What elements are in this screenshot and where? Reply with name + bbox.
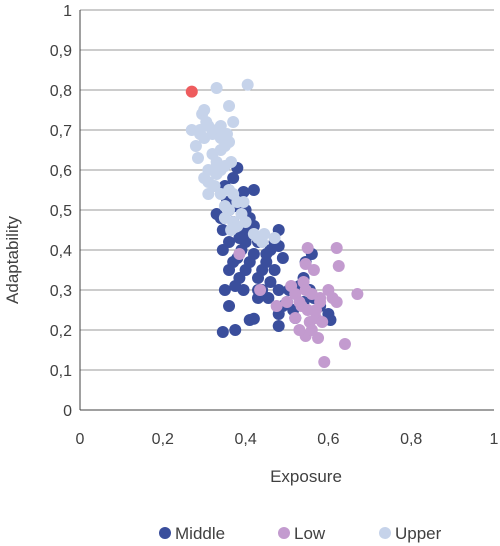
x-tick-label: 0,4 — [234, 431, 256, 448]
point-middle — [227, 172, 240, 184]
highlighted-point — [185, 85, 198, 98]
legend: Middle Low Upper — [159, 524, 442, 543]
x-tick-label: 0,6 — [317, 431, 339, 448]
point-middle — [264, 276, 277, 288]
point-low — [233, 248, 246, 260]
point-middle — [237, 284, 250, 296]
legend-label-middle: Middle — [175, 524, 225, 543]
x-axis-title: Exposure — [270, 467, 342, 486]
point-low — [330, 296, 343, 308]
point-upper — [210, 156, 223, 168]
point-upper — [237, 196, 250, 208]
y-tick-label: 0,5 — [50, 203, 72, 220]
point-middle — [272, 320, 285, 332]
y-tick-label: 0,9 — [50, 43, 72, 60]
point-low — [293, 324, 306, 336]
point-upper — [194, 128, 207, 140]
point-low — [254, 284, 267, 296]
point-middle — [272, 284, 285, 296]
point-low — [305, 324, 318, 336]
point-upper — [241, 78, 254, 91]
point-low — [281, 296, 293, 308]
x-tick-label: 0 — [76, 431, 85, 448]
point-middle — [229, 324, 242, 336]
point-low — [289, 312, 302, 324]
point-low — [351, 288, 364, 300]
y-axis-title: Adaptability — [3, 216, 22, 304]
data-points — [185, 78, 364, 368]
point-low — [301, 242, 314, 254]
legend-marker-low — [278, 527, 290, 539]
point-middle — [247, 184, 260, 196]
point-middle — [223, 300, 236, 312]
point-upper — [214, 144, 227, 156]
point-low — [332, 260, 345, 272]
point-middle — [260, 248, 273, 260]
point-upper — [202, 188, 215, 200]
x-tick-label: 0,2 — [152, 431, 174, 448]
y-tick-label: 0,8 — [50, 83, 72, 100]
point-low — [322, 284, 335, 296]
y-tick-label: 0,4 — [50, 243, 72, 260]
point-upper — [239, 216, 252, 228]
point-upper — [225, 156, 238, 168]
point-low — [270, 300, 283, 312]
point-upper — [198, 104, 211, 116]
point-upper — [210, 82, 223, 94]
x-tick-label: 1 — [490, 431, 499, 448]
point-upper — [227, 116, 240, 128]
x-tick-label: 0,8 — [400, 431, 422, 448]
y-tick-labels: 0 0,1 0,2 0,3 0,4 0,5 0,6 0,7 0,8 0,9 1 — [50, 3, 72, 420]
point-low — [318, 356, 331, 368]
y-tick-label: 0 — [63, 403, 72, 420]
point-low — [338, 338, 351, 350]
point-middle — [218, 284, 231, 296]
point-middle — [262, 292, 275, 304]
point-upper — [191, 152, 204, 164]
point-middle — [276, 252, 289, 264]
y-tick-label: 0,7 — [50, 123, 72, 140]
y-tick-label: 0,1 — [50, 363, 72, 380]
point-middle — [233, 232, 246, 244]
grid-lines — [80, 9, 494, 411]
point-middle — [216, 326, 229, 338]
point-low — [330, 242, 343, 254]
y-tick-label: 0,6 — [50, 163, 72, 180]
point-middle — [247, 248, 260, 260]
point-upper — [256, 236, 269, 248]
point-low — [316, 316, 329, 328]
point-upper — [189, 140, 202, 152]
x-tick-labels: 0 0,2 0,4 0,6 0,8 1 — [76, 431, 499, 448]
y-tick-label: 1 — [63, 3, 72, 20]
point-middle — [237, 186, 250, 198]
point-middle — [216, 224, 229, 236]
point-middle — [247, 312, 260, 325]
legend-label-low: Low — [294, 524, 326, 543]
point-low — [314, 296, 327, 308]
legend-marker-upper — [379, 527, 391, 539]
point-upper — [223, 100, 236, 112]
point-low — [299, 258, 312, 270]
point-low — [307, 264, 320, 276]
point-upper — [220, 128, 233, 140]
legend-marker-middle — [159, 527, 171, 539]
point-low — [301, 304, 314, 316]
legend-label-upper: Upper — [395, 524, 442, 543]
point-upper — [268, 232, 281, 244]
y-tick-label: 0,2 — [50, 323, 72, 340]
point-middle — [223, 236, 236, 248]
point-middle — [268, 264, 281, 276]
y-tick-label: 0,3 — [50, 283, 72, 300]
